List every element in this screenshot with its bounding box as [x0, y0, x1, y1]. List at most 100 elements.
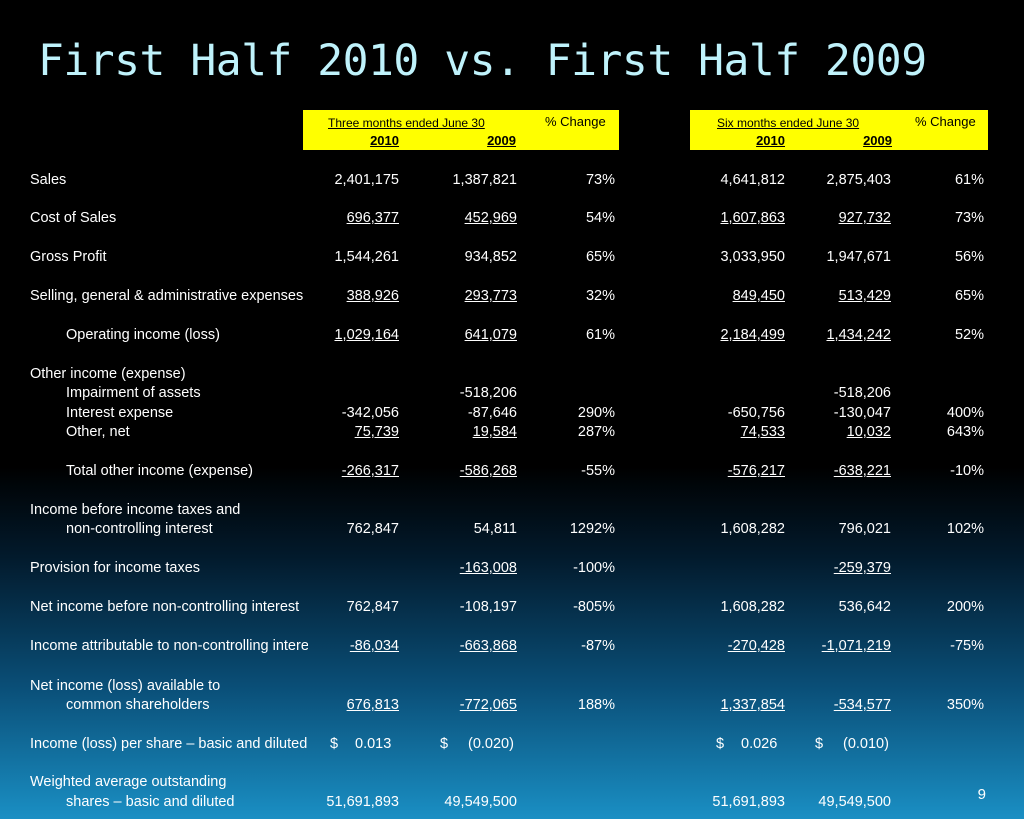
- row-label: shares – basic and diluted: [66, 794, 235, 810]
- row-label: Net income before non-controlling intere…: [30, 599, 300, 615]
- row-label: common shareholders: [66, 697, 210, 713]
- row-label: Interest expense: [66, 405, 174, 421]
- cell-sp: 65%: [954, 288, 984, 304]
- cell-q09: -163,008: [459, 560, 517, 576]
- cell-qp: 188%: [577, 697, 615, 713]
- cell-s09: 1,947,671: [826, 249, 891, 265]
- cell-qp: -55%: [581, 463, 615, 479]
- cell-q10: -266,317: [341, 463, 399, 479]
- header-s-2010: 2010: [756, 133, 785, 148]
- cell-sp: -75%: [950, 638, 984, 654]
- cell-qp: 54%: [585, 210, 615, 226]
- cell-s09: -130,047: [833, 405, 891, 421]
- cell-s09: 927,732: [838, 210, 891, 226]
- dollar-sign: $: [815, 736, 824, 752]
- header-q-2009: 2009: [487, 133, 516, 148]
- row-label: Sales: [30, 172, 67, 188]
- row-label: Provision for income taxes: [30, 560, 201, 576]
- dollar-sign: $: [716, 736, 725, 752]
- cell-q10: 696,377: [346, 210, 399, 226]
- cell-s10: 3,033,950: [720, 249, 785, 265]
- row-label: Total other income (expense): [66, 463, 253, 479]
- cell-s09: 49,549,500: [818, 794, 891, 810]
- cell-sp: 643%: [946, 424, 984, 440]
- cell-s09: -534,577: [833, 697, 891, 713]
- row-label: Income attributable to non-controlling i…: [30, 638, 308, 654]
- cell-s10: 51,691,893: [712, 794, 785, 810]
- cell-q10: 75,739: [354, 424, 399, 440]
- cell-q09: 641,079: [464, 327, 517, 343]
- cell-q10: 762,847: [346, 521, 399, 537]
- header-three-months-label: Three months ended June 30: [328, 116, 485, 130]
- cell-s09: -259,379: [833, 560, 891, 576]
- cell-s10: -650,756: [727, 405, 785, 421]
- cell-q10: 676,813: [346, 697, 399, 713]
- cell-qp: 32%: [585, 288, 615, 304]
- cell-s10: 0.026: [741, 736, 778, 752]
- cell-s10: 4,641,812: [720, 172, 785, 188]
- row-label: non-controlling interest: [66, 521, 213, 537]
- header-pct-change-s: % Change: [915, 114, 976, 129]
- cell-s09: -518,206: [833, 385, 891, 401]
- cell-sp: 73%: [954, 210, 984, 226]
- cell-s10: -576,217: [727, 463, 785, 479]
- cell-s09: 1,434,242: [826, 327, 891, 343]
- cell-q09: 49,549,500: [444, 794, 517, 810]
- cell-q09: (0.020): [468, 736, 514, 752]
- cell-sp: 61%: [954, 172, 984, 188]
- cell-qp: 61%: [585, 327, 615, 343]
- cell-q10: 2,401,175: [334, 172, 399, 188]
- page-number: 9: [977, 786, 986, 803]
- cell-s10: 849,450: [732, 288, 785, 304]
- cell-s09: 536,642: [838, 599, 891, 615]
- cell-qp: 287%: [577, 424, 615, 440]
- row-label: Other, net: [66, 424, 130, 440]
- cell-s10: 1,607,863: [720, 210, 785, 226]
- cell-sp: 200%: [946, 599, 984, 615]
- header-six-months: Six months ended June 30 % Change 2010 2…: [690, 110, 988, 150]
- dollar-sign: $: [330, 736, 339, 752]
- dollar-sign: $: [440, 736, 449, 752]
- cell-q10: 1,029,164: [334, 327, 399, 343]
- cell-qp: -100%: [573, 560, 615, 576]
- row-label: Income (loss) per share – basic and dilu…: [30, 736, 308, 752]
- cell-s09: (0.010): [843, 736, 889, 752]
- cell-s10: 1,608,282: [720, 521, 785, 537]
- cell-q10: 388,926: [346, 288, 399, 304]
- cell-q09: -108,197: [459, 599, 517, 615]
- header-s-2009: 2009: [863, 133, 892, 148]
- cell-q09: -772,065: [459, 697, 517, 713]
- row-label: Income before income taxes and: [30, 502, 241, 518]
- cell-s09: 10,032: [846, 424, 891, 440]
- cell-s09: 513,429: [838, 288, 891, 304]
- cell-s10: -270,428: [727, 638, 785, 654]
- header-three-months: Three months ended June 30 % Change 2010…: [303, 110, 619, 150]
- page-title: First Half 2010 vs. First Half 2009: [38, 36, 927, 86]
- cell-qp: 73%: [585, 172, 615, 188]
- cell-s09: 796,021: [838, 521, 891, 537]
- header-six-months-label: Six months ended June 30: [717, 116, 860, 130]
- cell-q10: -342,056: [341, 405, 399, 421]
- row-label: Cost of Sales: [30, 210, 117, 226]
- cell-qp: -805%: [573, 599, 615, 615]
- row-label: Net income (loss) available to: [30, 678, 221, 694]
- cell-q09: 934,852: [464, 249, 517, 265]
- cell-q10: 762,847: [346, 599, 399, 615]
- cell-q10: 51,691,893: [326, 794, 399, 810]
- cell-q09: -586,268: [459, 463, 517, 479]
- cell-s09: -1,071,219: [821, 638, 891, 654]
- cell-q09: 54,811: [473, 521, 517, 537]
- cell-q10: 1,544,261: [334, 249, 399, 265]
- row-label: Other income (expense): [30, 366, 186, 382]
- cell-sp: 52%: [954, 327, 984, 343]
- cell-sp: 400%: [946, 405, 984, 421]
- cell-qp: 1292%: [569, 521, 615, 537]
- cell-s09: -638,221: [833, 463, 891, 479]
- cell-s10: 74,533: [740, 424, 785, 440]
- cell-q09: 293,773: [464, 288, 517, 304]
- cell-sp: 56%: [954, 249, 984, 265]
- cell-sp: -10%: [950, 463, 984, 479]
- cell-q10: -86,034: [349, 638, 399, 654]
- cell-q09: 452,969: [464, 210, 517, 226]
- cell-q10: 0.013: [355, 736, 392, 752]
